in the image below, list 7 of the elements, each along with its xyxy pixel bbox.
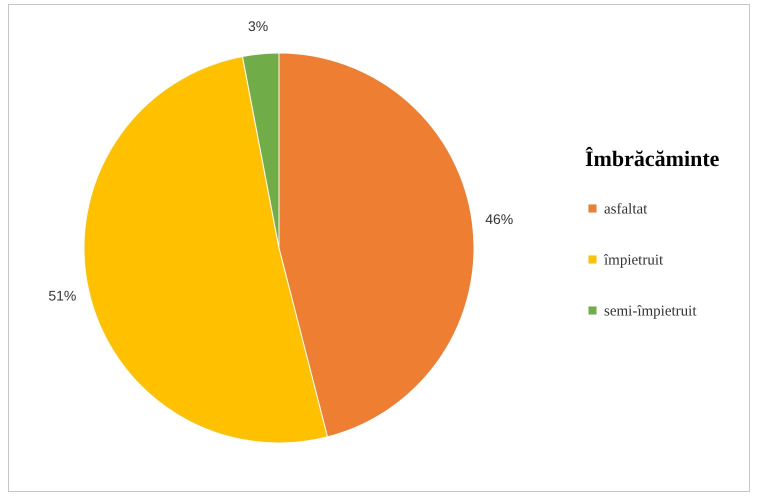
legend-label: asfaltat [604,202,648,218]
legend-label: împietruit [603,252,664,268]
data-label: 3% [248,18,268,34]
data-label: 51% [48,287,76,304]
legend-title: Îmbrăcăminte [585,146,720,171]
legend-label: semi-împietruit [604,304,698,320]
data-label: 46% [485,211,514,228]
